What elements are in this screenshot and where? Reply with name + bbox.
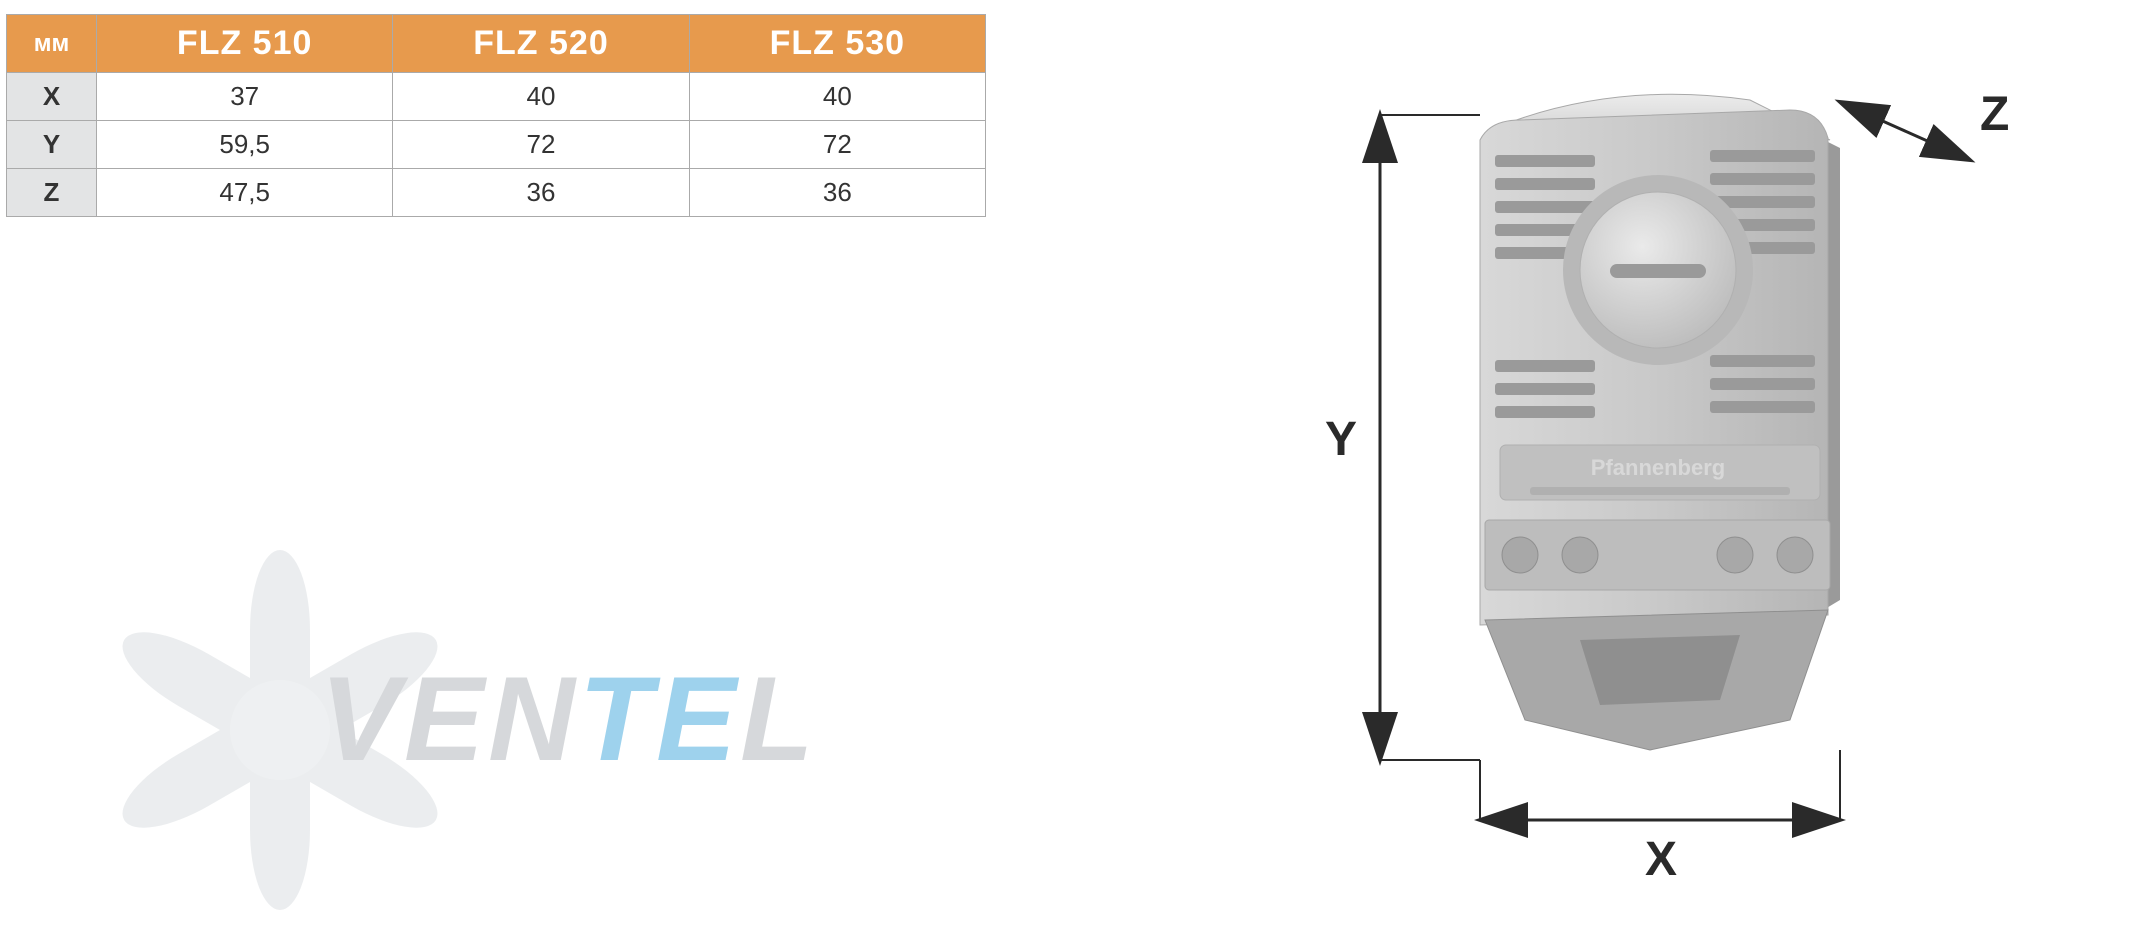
cell: 36 <box>689 169 985 217</box>
terminal-screw-icon <box>1717 537 1753 573</box>
terminal-screw-icon <box>1777 537 1813 573</box>
logo-letter: E <box>404 652 488 786</box>
row-label-z: Z <box>7 169 97 217</box>
col-header-1: FLZ 520 <box>393 15 689 73</box>
logo-letter: V <box>320 652 404 786</box>
fan-hub <box>230 680 330 780</box>
col-header-0: FLZ 510 <box>97 15 393 73</box>
terminal-screw-icon <box>1562 537 1598 573</box>
dial-slot <box>1610 264 1706 278</box>
dim-label-z: Z <box>1980 88 2009 141</box>
vent-mid-right <box>1710 355 1815 413</box>
table-row: Z 47,5 36 36 <box>7 169 986 217</box>
cell: 47,5 <box>97 169 393 217</box>
cell: 36 <box>393 169 689 217</box>
brand-text: Pfannenberg <box>1591 455 1725 480</box>
ventel-watermark: VENTEL <box>70 520 970 880</box>
dim-label-x: X <box>1645 833 1677 886</box>
vent-mid-left <box>1495 360 1595 418</box>
thermostat-diagram: Pfannenberg Y X Z <box>1180 60 2080 890</box>
cell: 40 <box>393 73 689 121</box>
logo-letter: N <box>488 652 579 786</box>
ventel-logo-text: VENTEL <box>320 650 817 788</box>
cell: 59,5 <box>97 121 393 169</box>
table-header-row: мм FLZ 510 FLZ 520 FLZ 530 <box>7 15 986 73</box>
cell: 40 <box>689 73 985 121</box>
unit-header: мм <box>7 15 97 73</box>
col-header-2: FLZ 530 <box>689 15 985 73</box>
dim-line-z <box>1840 102 1970 160</box>
row-label-x: X <box>7 73 97 121</box>
logo-letter: L <box>740 652 817 786</box>
brand-strip <box>1530 487 1790 495</box>
table-row: Y 59,5 72 72 <box>7 121 986 169</box>
thermostat-svg: Pfannenberg Y X Z <box>1180 60 2080 890</box>
dimensions-table: мм FLZ 510 FLZ 520 FLZ 530 X 37 40 40 Y … <box>6 14 986 217</box>
row-label-y: Y <box>7 121 97 169</box>
cell: 72 <box>689 121 985 169</box>
cell: 37 <box>97 73 393 121</box>
terminal-screw-icon <box>1502 537 1538 573</box>
table-row: X 37 40 40 <box>7 73 986 121</box>
cell: 72 <box>393 121 689 169</box>
din-foot-shade <box>1580 635 1740 705</box>
dim-label-y: Y <box>1325 413 1357 466</box>
logo-letter: T <box>579 652 656 786</box>
logo-letter: E <box>656 652 740 786</box>
table: мм FLZ 510 FLZ 520 FLZ 530 X 37 40 40 Y … <box>6 14 986 217</box>
